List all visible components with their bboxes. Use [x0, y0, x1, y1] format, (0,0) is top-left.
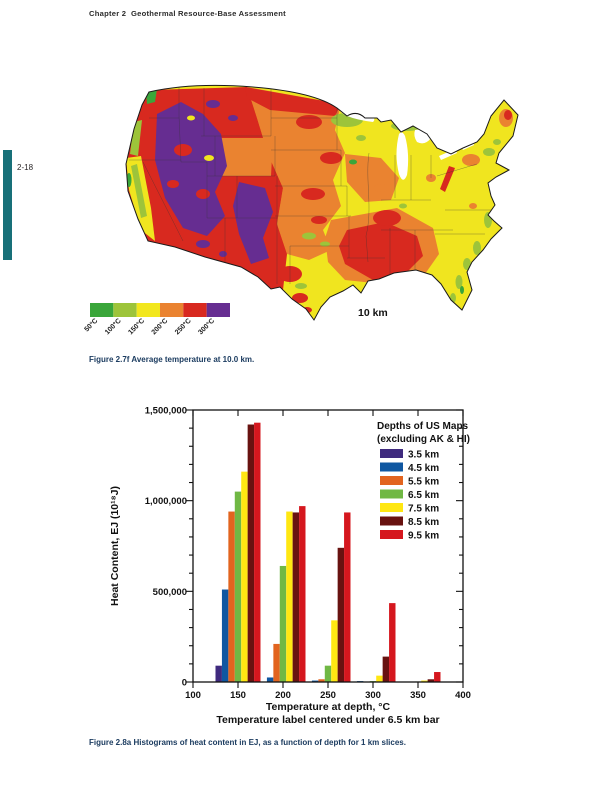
scale-swatch-50°C	[90, 303, 114, 317]
x-tick-label: 100	[185, 690, 201, 701]
chart-legend-title: Depths of US Maps	[377, 421, 469, 432]
us-outline	[125, 84, 519, 321]
scale-label: 150°C	[127, 317, 146, 336]
bar-6.5km-250C	[324, 665, 332, 682]
temperature-scale-legend: 50°C 100°C 150°C 200°C 250°C 300°C	[83, 303, 230, 336]
figure-2-8a-caption: Figure 2.8a Histograms of heat content i…	[89, 738, 406, 747]
scale-label: 200°C	[150, 317, 169, 336]
bar-8.5km-150C	[247, 424, 255, 682]
bar-7.5km-150C	[241, 471, 248, 682]
legend-label: 6.5 km	[408, 490, 439, 501]
legend-label: 4.5 km	[408, 463, 439, 474]
bar-9.5km-250C	[344, 512, 351, 682]
bar-9.5km-350C	[434, 672, 441, 682]
scale-label: 50°C	[83, 317, 100, 334]
bar-5.5km-150C	[228, 511, 235, 682]
legend-label: 7.5 km	[408, 504, 439, 515]
scale-label: 100°C	[103, 317, 122, 336]
legend-swatch-8.5km	[380, 516, 403, 526]
legend-label: 3.5 km	[408, 450, 439, 461]
bar-4.5km-250C	[311, 680, 319, 682]
map-red-gulf	[339, 222, 423, 280]
bar-5.5km-200C	[273, 643, 280, 682]
bar-7.5km-200C	[286, 511, 293, 682]
legend-swatch-5.5km	[380, 476, 403, 485]
heat-content-chart: 100 150 200 250 300 350 400 0 500,000 1,000,000 1,…	[109, 406, 471, 727]
scale-swatch-100°C	[113, 303, 137, 317]
bar-9.5km-200C	[299, 506, 306, 682]
bar-7.5km-350C	[421, 680, 428, 682]
page-number: 2-18	[17, 163, 34, 172]
legend-swatch-9.5km	[380, 530, 403, 539]
bar-6.5km-200C	[279, 565, 287, 682]
x-tick-label: 200	[275, 690, 291, 701]
y-tick-label: 500,000	[153, 587, 187, 598]
bar-9.5km-300C	[389, 603, 396, 682]
x-axis-title: Temperature at depth, °C	[266, 701, 391, 713]
scale-label: 300°C	[197, 317, 216, 336]
scale-swatch-200°C	[160, 303, 184, 317]
figure-2-7f-caption: Figure 2.7f Average temperature at 10.0 …	[89, 355, 255, 364]
state-borders	[129, 87, 491, 284]
lake-michigan	[396, 132, 409, 180]
y-tick-label: 0	[182, 678, 187, 689]
chart-legend-subtitle: (excluding AK & HI)	[377, 434, 470, 445]
bar-5.5km-250C	[318, 679, 325, 682]
chapter-header: Chapter 2 Geothermal Resource-Base Asses…	[89, 9, 286, 18]
x-tick-label: 350	[410, 690, 426, 701]
legend-swatch-3.5km	[380, 449, 403, 458]
legend-label: 5.5 km	[408, 477, 439, 488]
chart-legend: 3.5 km 4.5 km 5.5 km 6.5 km 7.5 km 8.5 km 9.5 …	[380, 449, 439, 542]
bar-9.5km-150C	[254, 422, 261, 682]
bar-8.5km-250C	[337, 547, 345, 682]
chapter-tab-marker	[3, 150, 12, 260]
bar-8.5km-200C	[292, 512, 300, 682]
scale-label: 250°C	[173, 317, 192, 336]
bar-4.5km-200C	[266, 677, 274, 682]
chart-plot: 100 150 200 250 300 350 400 0 500,000 1,000,000 1,…	[145, 406, 471, 702]
map-regions	[126, 85, 518, 320]
us-temperature-map: 50°C 100°C 150°C 200°C 250°C 300°C 10 km	[83, 84, 519, 336]
bar-7.5km-250C	[331, 620, 338, 682]
legend-swatch-7.5km	[380, 503, 403, 512]
scale-swatch-150°C	[136, 303, 160, 317]
bar-8.5km-300C	[382, 656, 390, 682]
bar-8.5km-350C	[427, 679, 435, 682]
bar-6.5km-150C	[234, 491, 242, 682]
legend-label: 9.5 km	[408, 531, 439, 542]
legend-swatch-6.5km	[380, 489, 403, 499]
bar-3.5km-150C	[215, 665, 222, 682]
y-tick-label: 1,500,000	[145, 406, 187, 417]
map-purple-colorado	[233, 182, 273, 264]
y-axis-title: Heat Content, EJ (10¹⁸J)	[109, 486, 121, 606]
bar-7.5km-300C	[376, 675, 383, 682]
x-tick-label: 150	[230, 690, 246, 701]
legend-label: 8.5 km	[408, 517, 439, 528]
x-tick-label: 300	[365, 690, 381, 701]
map-purple-basin	[155, 102, 227, 236]
scale-swatch-300°C	[206, 303, 230, 317]
y-tick-label: 1,000,000	[145, 496, 187, 507]
x-axis-subtitle: Temperature label centered under 6.5 km …	[216, 714, 439, 726]
x-tick-label: 250	[320, 690, 336, 701]
legend-swatch-4.5km	[380, 462, 403, 472]
bar-4.5km-150C	[221, 589, 229, 682]
x-tick-label: 400	[455, 690, 471, 701]
map-depth-label: 10 km	[358, 307, 388, 319]
scale-swatch-250°C	[183, 303, 207, 317]
